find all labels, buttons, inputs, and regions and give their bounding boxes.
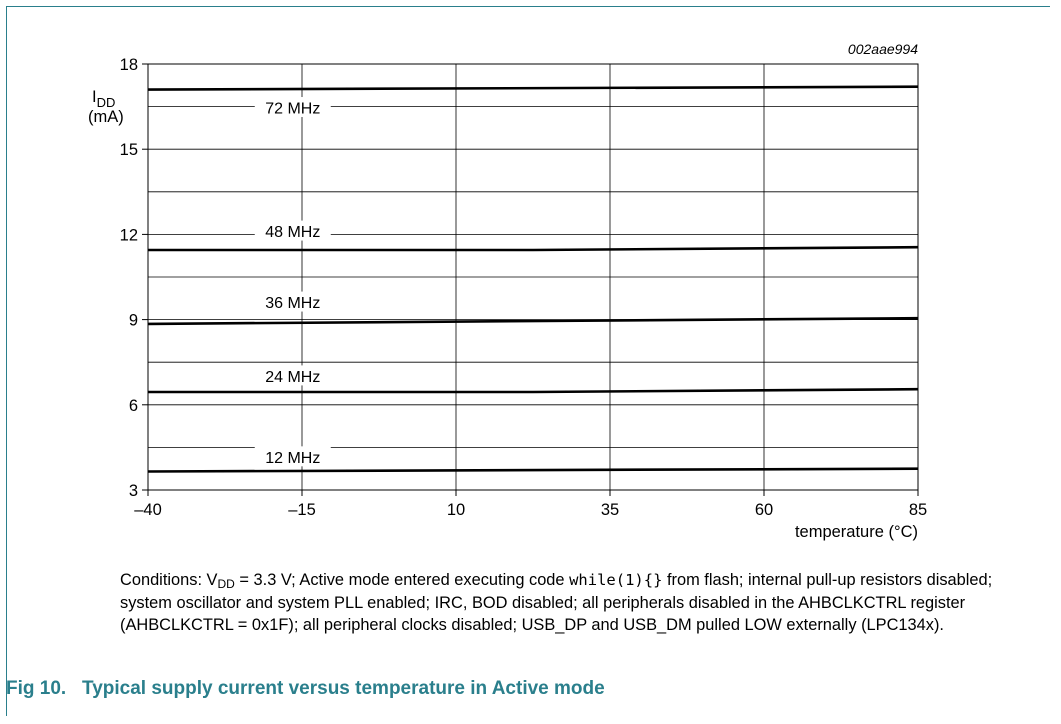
series-line-24-mhz	[148, 387, 919, 394]
x-tick-label: –40	[134, 501, 162, 519]
conditions-vdd-sub: DD	[217, 577, 235, 591]
y-tick-label: 3	[129, 482, 138, 500]
y-tick-label: 6	[129, 397, 138, 415]
series-line-72-mhz	[147, 85, 919, 91]
y-axis-unit: (mA)	[88, 108, 124, 126]
y-axis-label: IDD	[92, 88, 115, 110]
series-labels: 72 MHz 48 MHz 36 MHz 24 MHz 12 MHz	[254, 97, 331, 467]
series-label-bg	[254, 97, 331, 118]
y-tick-label: 18	[120, 56, 138, 74]
y-tick-label: 12	[120, 226, 138, 244]
figure-caption: Fig 10. Typical supply current versus te…	[6, 678, 605, 699]
series-label-bg	[254, 365, 331, 386]
y-tick-label: 15	[120, 141, 138, 159]
conditions-lead: Conditions: V	[120, 571, 218, 589]
conditions-note: Conditions: VDD = 3.3 V; Active mode ent…	[120, 569, 1025, 637]
tick-labels: 3 6 9 12 15 18 –40 –15 10 35 60 85	[120, 56, 928, 519]
series-label: 72 MHz	[265, 101, 320, 118]
series-label: 24 MHz	[265, 369, 320, 386]
conditions-code: while(1){}	[569, 571, 663, 589]
figure-frame	[6, 6, 1050, 716]
series-label-bg	[254, 220, 331, 241]
grid	[142, 63, 919, 496]
x-tick-label: 35	[601, 501, 619, 519]
y-tick-label: 9	[129, 312, 138, 330]
x-tick-label: –15	[288, 501, 316, 519]
series-label-bg	[254, 446, 331, 467]
supply-current-chart: 72 MHz 48 MHz 36 MHz 24 MHz 12 MHz 3 6 9 12 15 18…	[88, 41, 928, 541]
x-axis-label: temperature (°C)	[795, 523, 918, 541]
x-tick-label: 10	[447, 501, 465, 519]
figure-id-label: 002aae994	[848, 41, 918, 57]
series-line-48-mhz	[148, 245, 919, 252]
series-line-36-mhz	[147, 316, 919, 326]
y-axis-label-sub: DD	[97, 95, 116, 110]
conditions-part2: from flash; internal pull-up resistors d…	[120, 571, 993, 634]
series-label: 12 MHz	[265, 450, 320, 467]
x-tick-label: 85	[909, 501, 927, 519]
conditions-part1: = 3.3 V; Active mode entered executing c…	[234, 571, 570, 589]
x-tick-label: 60	[755, 501, 773, 519]
series-line-12-mhz	[147, 467, 919, 473]
series-lines	[147, 85, 919, 473]
series-label-bg	[254, 291, 331, 312]
y-axis-label-main: I	[92, 88, 97, 106]
series-label: 36 MHz	[265, 295, 320, 312]
series-label: 48 MHz	[265, 224, 320, 241]
